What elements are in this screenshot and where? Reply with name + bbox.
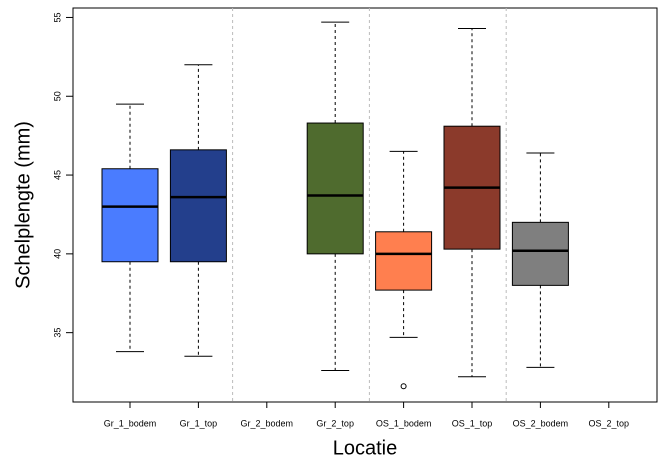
y-tick-label: 35 [52, 328, 62, 338]
box [375, 231, 433, 291]
box [169, 149, 227, 263]
x-axis-title: Locatie [333, 437, 398, 459]
y-tick-label: 45 [52, 170, 62, 180]
x-tick-label: OS_2_top [589, 418, 630, 428]
y-axis-title: Schelplengte (mm) [12, 121, 34, 289]
y-tick-label: 50 [52, 91, 62, 101]
x-tick-label: OS_1_top [452, 418, 493, 428]
x-tick-label: OS_2_bodem [513, 418, 569, 428]
x-tick-label: Gr_1_top [180, 418, 218, 428]
x-tick-label: OS_1_bodem [376, 418, 432, 428]
x-tick-label: Gr_2_top [316, 418, 354, 428]
y-tick-label: 55 [52, 12, 62, 22]
x-tick-label: Gr_1_bodem [104, 418, 157, 428]
box [101, 168, 159, 263]
y-tick-label: 40 [52, 249, 62, 259]
box [306, 122, 364, 255]
x-tick-label: Gr_2_bodem [241, 418, 294, 428]
plot-frame [72, 7, 658, 403]
box [511, 221, 569, 286]
outlier [400, 383, 407, 390]
